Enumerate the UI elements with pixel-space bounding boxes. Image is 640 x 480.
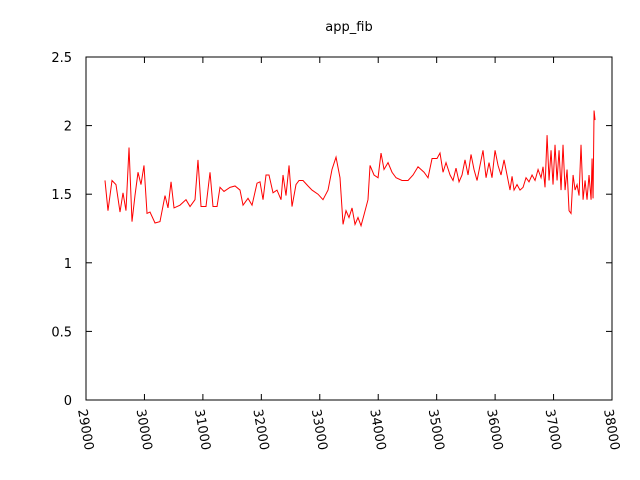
y-tick-label: 0.5 xyxy=(51,325,72,340)
x-tick-label: 37000 xyxy=(542,408,564,451)
x-tick-label: 32000 xyxy=(249,408,271,451)
y-tick-label: 1 xyxy=(64,257,72,272)
y-tick-label: 0 xyxy=(64,394,72,409)
chart-title: app_fib xyxy=(325,20,372,35)
y-tick-label: 2 xyxy=(64,120,72,135)
x-tick-label: 34000 xyxy=(366,408,388,451)
x-tick-label: 29000 xyxy=(74,408,96,451)
x-tick-label: 31000 xyxy=(191,408,213,451)
y-tick-label: 1.5 xyxy=(51,188,72,203)
x-tick-label: 35000 xyxy=(425,408,447,451)
x-tick-label: 38000 xyxy=(600,408,622,451)
x-tick-label: 36000 xyxy=(483,408,505,451)
y-tick-label: 2.5 xyxy=(51,51,72,66)
x-tick-label: 30000 xyxy=(133,408,155,451)
x-tick-label: 33000 xyxy=(308,408,330,451)
data-line xyxy=(104,110,596,228)
plot-border xyxy=(85,56,613,401)
